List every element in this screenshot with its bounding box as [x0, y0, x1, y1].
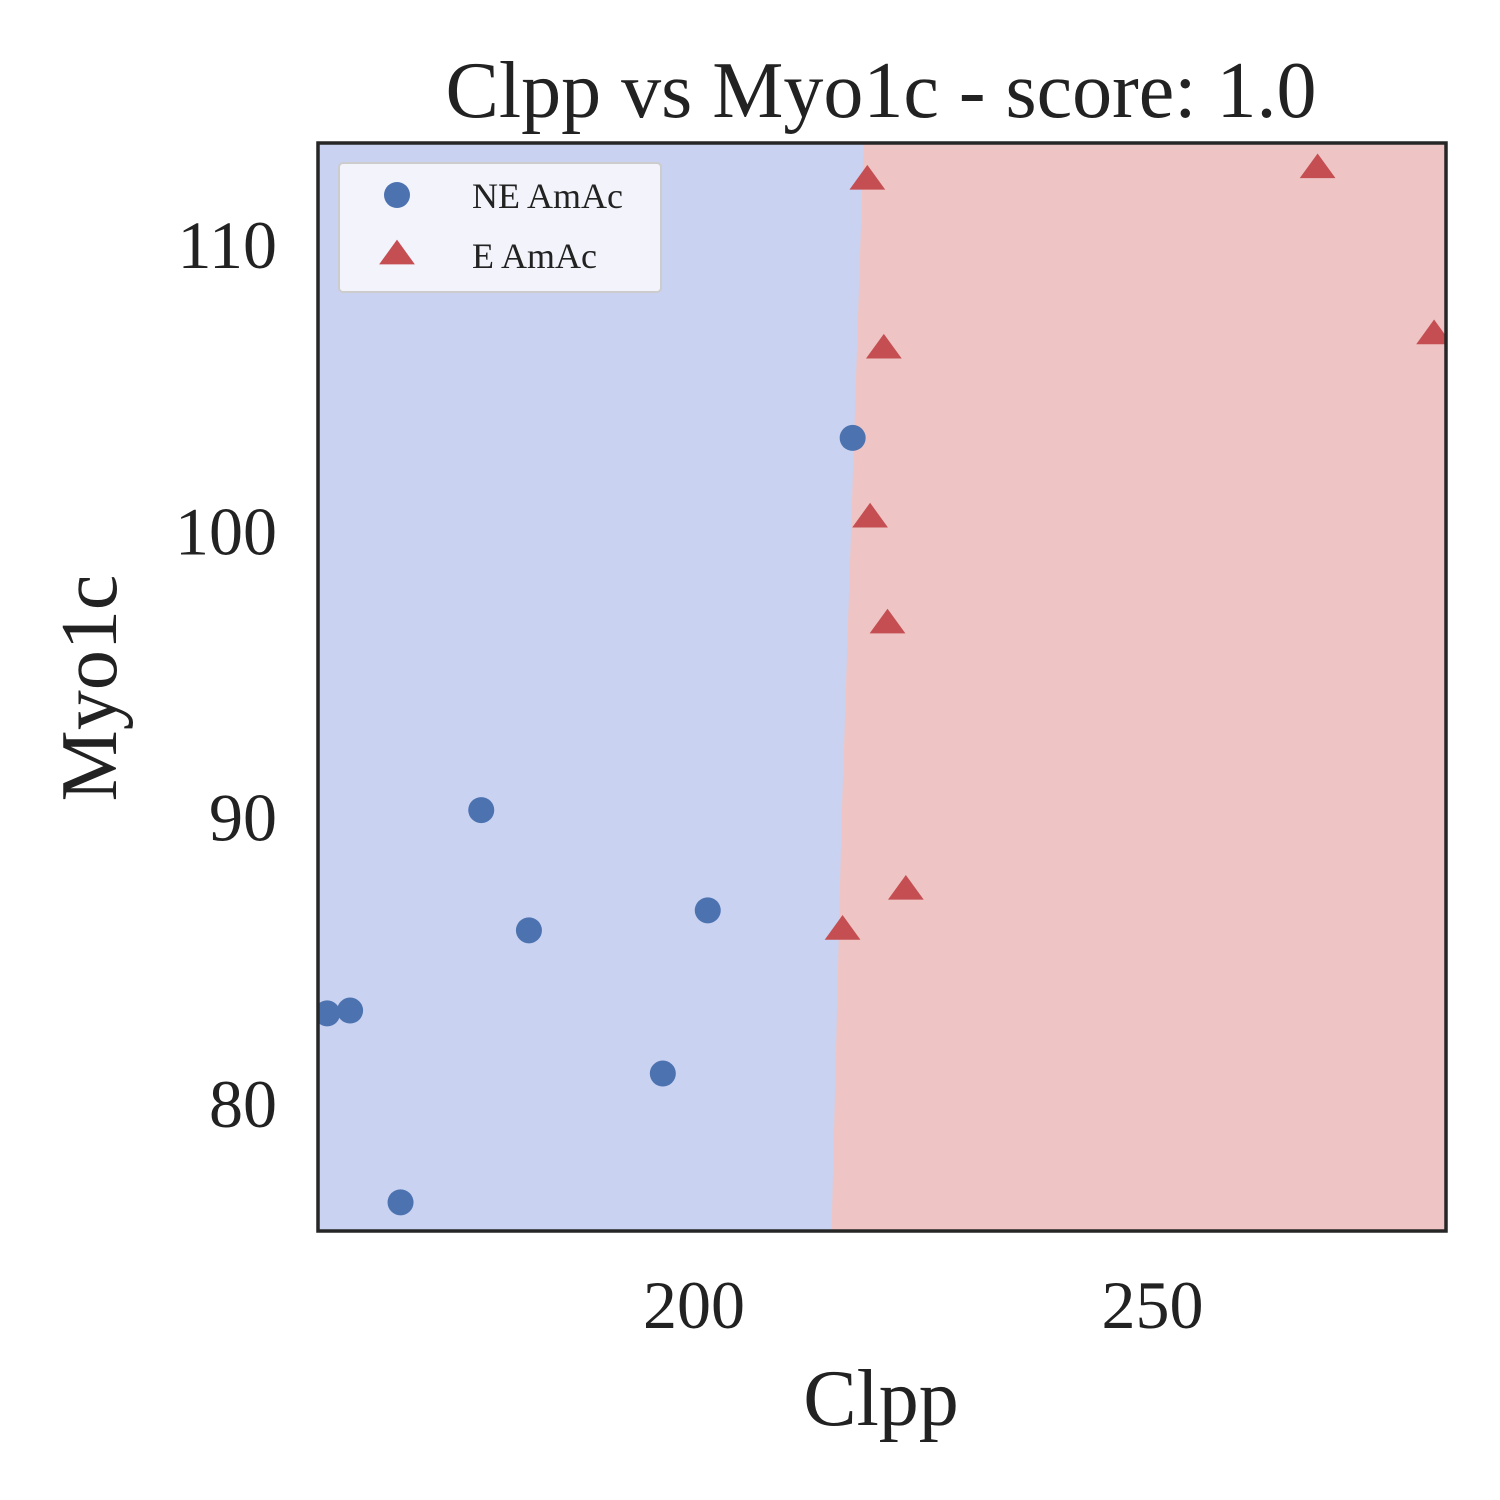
chart-title: Clpp vs Myo1c - score: 1.0	[445, 47, 1316, 135]
data-point-e-amac-3	[1416, 319, 1446, 345]
y-tick-label: 110	[178, 207, 277, 283]
legend-marker-e-amac	[379, 239, 415, 265]
region-NE-AmAc	[318, 143, 864, 1231]
data-point-e-amac-4	[865, 333, 902, 359]
data-point-e-amac-6	[869, 608, 906, 634]
data-point-ne-amac-2	[337, 997, 364, 1024]
data-point-e-amac-8	[824, 915, 861, 940]
plot-area: 200 250 80 90 100 110	[175, 141, 1448, 1343]
y-tick-label: 100	[175, 493, 277, 569]
y-tick-label: 90	[209, 780, 277, 856]
y-axis-label: Myo1c	[46, 575, 134, 802]
y-tick-label: 80	[209, 1066, 277, 1142]
data-point-ne-amac-1	[318, 1000, 341, 1027]
legend: NE AmAc E AmAc	[338, 162, 662, 293]
legend-box	[338, 162, 662, 293]
x-tick-label: 200	[643, 1267, 745, 1343]
data-point-ne-amac-7	[694, 897, 721, 924]
data-point-ne-amac-4	[468, 797, 495, 824]
data-point-e-amac-5	[852, 502, 888, 528]
data-point-ne-amac-8	[839, 424, 866, 451]
plot-frame	[316, 141, 1448, 1233]
data-point-ne-amac-5	[515, 917, 542, 944]
data-points	[318, 153, 1446, 1216]
data-point-e-amac-2	[1299, 153, 1336, 179]
legend-label-e-amac: E AmAc	[472, 236, 597, 276]
x-axis-label: Clpp	[803, 1355, 959, 1443]
data-point-ne-amac-3	[387, 1189, 414, 1216]
legend-marker-ne-amac	[384, 182, 410, 208]
data-point-e-amac-7	[887, 874, 924, 900]
legend-label-ne-amac: NE AmAc	[472, 176, 623, 216]
data-point-e-amac-1	[849, 164, 886, 190]
data-point-ne-amac-6	[649, 1060, 676, 1087]
x-tick-label: 250	[1102, 1267, 1204, 1343]
